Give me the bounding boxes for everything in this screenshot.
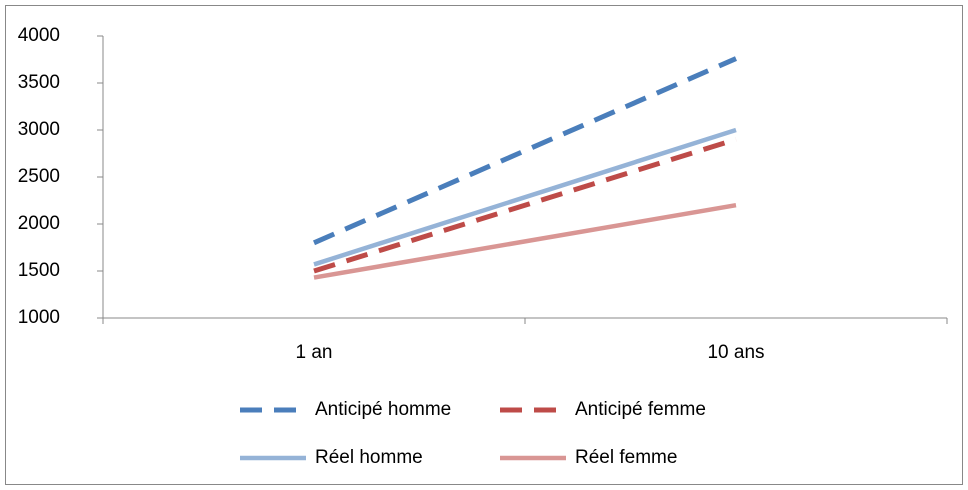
- x-tick-label: 10 ans: [707, 342, 764, 363]
- legend-label: Réel femme: [575, 447, 677, 468]
- legend-label: Réel homme: [315, 447, 423, 468]
- legend-label: Anticipé homme: [315, 399, 451, 420]
- y-tick-label: 1000: [18, 307, 60, 328]
- line-series: [313, 202, 737, 280]
- y-tick-label: 1500: [18, 260, 60, 281]
- legend-label: Anticipé femme: [575, 399, 706, 420]
- y-tick-label: 3000: [18, 119, 60, 140]
- line-series: [313, 137, 737, 274]
- y-tick-label: 4000: [18, 25, 60, 46]
- x-tick-label: 1 an: [296, 342, 333, 363]
- line-series: [312, 56, 738, 246]
- y-tick-label: 2500: [18, 166, 60, 187]
- line-series: [313, 127, 737, 267]
- chart-border: [5, 5, 963, 485]
- y-tick-label: 3500: [18, 72, 60, 93]
- y-tick-label: 2000: [18, 213, 60, 234]
